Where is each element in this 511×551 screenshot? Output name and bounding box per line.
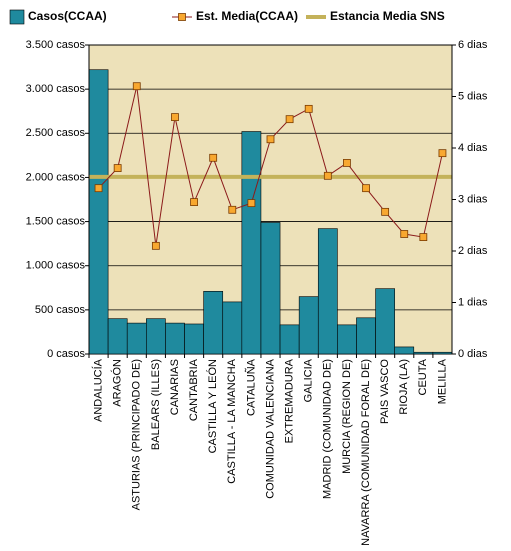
y-tick-label: 500 casos — [35, 304, 86, 316]
marker — [151, 241, 160, 250]
bar — [165, 322, 185, 355]
marker — [419, 233, 428, 241]
x-tick-label: GALICIA — [303, 358, 315, 402]
x-tick-label: ASTURIAS (PRINCIPADO DE) — [131, 359, 143, 510]
x-tick-label: MADRID (COMUNIDAD DE) — [322, 359, 334, 499]
bar — [146, 318, 166, 355]
marker — [132, 82, 141, 91]
marker — [247, 199, 256, 208]
bar — [432, 351, 453, 355]
bar — [88, 69, 109, 355]
bar — [337, 324, 357, 355]
x-tick-label: CATALUÑA — [244, 358, 257, 416]
marker — [113, 164, 122, 172]
bar — [317, 228, 338, 355]
bar — [126, 322, 147, 355]
y2-tick-label: 3 dias — [458, 193, 488, 205]
x-tick-label: CEUTA — [417, 358, 429, 395]
marker — [343, 159, 351, 167]
bar — [356, 317, 376, 355]
x-tick-label: BALEARS (ILLES) — [150, 359, 162, 450]
y-tick-label: 2.500 casos — [26, 127, 86, 139]
marker — [438, 149, 447, 158]
marker — [323, 171, 332, 180]
bar — [298, 296, 319, 355]
marker — [228, 205, 237, 214]
marker — [304, 104, 313, 113]
marker — [266, 135, 275, 144]
x-tick-label: MELILLA — [436, 358, 448, 404]
x-tick-label: PAIS VASCO — [379, 359, 391, 424]
y2-tick-label: 6 dias — [458, 39, 488, 51]
legend-label: Estancia Media SNS — [330, 9, 445, 23]
y-tick-label: 1.000 casos — [26, 260, 86, 272]
bar — [260, 222, 281, 355]
bar — [241, 131, 262, 355]
x-tick-label: NAVARRA (COMUNIDAD FORAL DE) — [360, 359, 372, 546]
x-tick-label: RIOJA (LA) — [398, 359, 410, 415]
marker — [171, 113, 179, 121]
y-tick-label: 1.500 casos — [26, 215, 86, 227]
x-tick-label: CANTABRIA — [188, 358, 200, 421]
x-tick-label: CANARIAS — [169, 359, 181, 415]
marker — [190, 198, 198, 206]
y-tick-label: 3.000 casos — [26, 83, 86, 95]
legend-swatch — [9, 9, 25, 25]
y-tick-label: 3.500 casos — [26, 39, 86, 51]
bar — [413, 351, 434, 355]
x-tick-label: CASTILLA - LA MANCHA — [226, 358, 238, 483]
marker — [285, 115, 294, 124]
marker — [400, 230, 409, 238]
marker — [362, 184, 370, 193]
y2-tick-label: 4 dias — [458, 142, 488, 154]
x-tick-label: EXTREMADURA — [284, 358, 296, 443]
bar — [279, 324, 300, 355]
x-tick-label: ANDALUCÍA — [91, 358, 104, 422]
legend-label: Casos(CCAA) — [28, 9, 107, 23]
bar — [107, 318, 128, 355]
y-tick-label: 0 casos — [47, 348, 85, 360]
bar — [203, 291, 224, 355]
marker — [381, 207, 390, 216]
bar — [394, 346, 415, 355]
marker — [94, 184, 103, 193]
marker — [209, 153, 218, 162]
y2-tick-label: 2 dias — [458, 245, 488, 257]
x-tick-label: ARAGÓN — [111, 359, 124, 407]
x-tick-label: MURCIA (REGION DE) — [341, 359, 353, 474]
bar — [375, 288, 395, 355]
y-tick-label: 2.000 casos — [26, 171, 86, 183]
legend-label: Est. Media(CCAA) — [196, 9, 298, 23]
x-tick-label: COMUNIDAD VALENCIANA — [264, 358, 276, 498]
bar — [184, 323, 204, 355]
bar — [222, 301, 243, 355]
y2-tick-label: 0 dias — [458, 348, 488, 360]
legend-swatch — [178, 13, 186, 21]
y2-tick-label: 1 dias — [458, 296, 488, 308]
x-tick-label: CASTILLA Y LEÓN — [206, 359, 219, 453]
y2-tick-label: 5 dias — [458, 90, 488, 102]
